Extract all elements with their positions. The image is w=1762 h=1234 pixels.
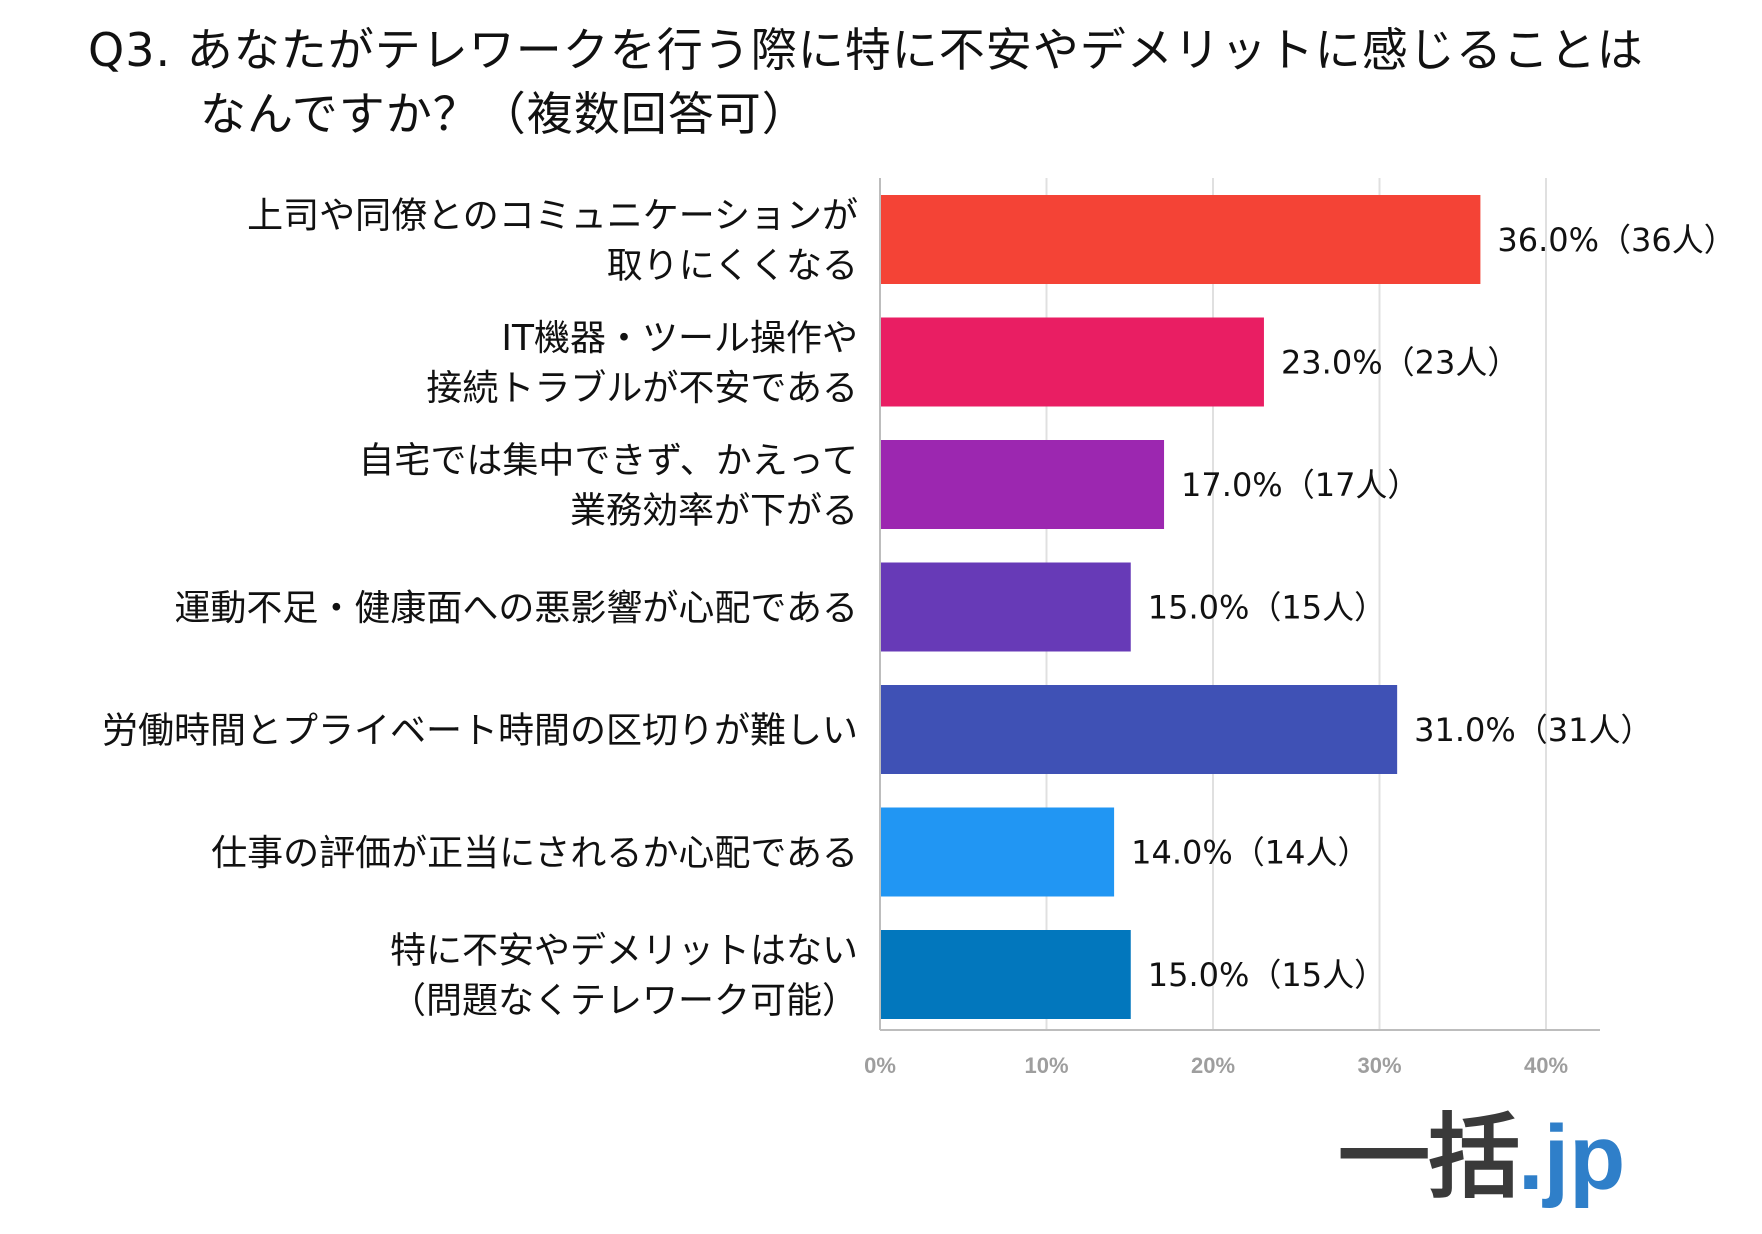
data-label: 15.0%（15人）	[1148, 956, 1386, 994]
category-label: 特に不安やデメリットはない（問題なくテレワーク可能）	[390, 930, 858, 1021]
category-label: IT機器・ツール操作や接続トラブルが不安である	[426, 318, 858, 409]
category-labels: 上司や同僚とのコミュニケーションが取りにくくなる IT機器・ツール操作や接続トラブ…	[102, 195, 858, 1021]
data-label: 31.0%（31人）	[1414, 711, 1652, 749]
x-tick-label: 0%	[864, 1053, 896, 1078]
data-label: 15.0%（15人）	[1148, 589, 1386, 627]
bar	[881, 317, 1264, 407]
x-tick-label: 10%	[1024, 1053, 1068, 1078]
data-label: 14.0%（14人）	[1131, 834, 1369, 872]
data-labels: 36.0%（36人） 23.0%（23人） 17.0%（17人） 15.0%（15人）…	[1131, 221, 1736, 994]
logo-text-main: 一括	[1338, 1104, 1520, 1211]
logo-text-suffix: .jp	[1518, 1107, 1626, 1209]
x-tick-label: 30%	[1357, 1053, 1401, 1078]
chart-title: Q3. あなたがテレワークを行う際に特に不安やデメリットに感じることは なんです…	[88, 18, 1728, 146]
bars	[881, 195, 1481, 1019]
category-label: 自宅では集中できず、かえって業務効率が下がる	[358, 440, 858, 531]
x-tick-label: 20%	[1191, 1053, 1235, 1078]
bar	[881, 440, 1165, 529]
bar	[881, 930, 1131, 1019]
chart-title-line1: Q3. あなたがテレワークを行う際に特に不安やデメリットに感じることは	[88, 23, 1644, 77]
data-label: 17.0%（17人）	[1181, 466, 1419, 504]
data-label: 23.0%（23人）	[1281, 344, 1519, 382]
bar	[881, 195, 1481, 284]
bar	[881, 562, 1131, 652]
bar	[881, 807, 1115, 897]
category-label: 労働時間とプライベート時間の区切りが難しい	[102, 710, 858, 751]
x-tick-label: 40%	[1524, 1053, 1568, 1078]
category-label: 仕事の評価が正当にされるか心配である	[211, 833, 858, 874]
ikkatsu-logo: 一括.jp	[1338, 1107, 1626, 1209]
data-label: 36.0%（36人）	[1497, 221, 1735, 259]
category-label: 運動不足・健康面への悪影響が心配である	[174, 588, 858, 629]
chart-title-line2: なんですか？（複数回答可）	[200, 87, 809, 141]
bar	[881, 685, 1398, 774]
category-label: 上司や同僚とのコミュニケーションが取りにくくなる	[247, 195, 858, 286]
axes	[879, 178, 1600, 1031]
x-tick-labels: 0% 10% 20% 30% 40%	[864, 1053, 1568, 1078]
